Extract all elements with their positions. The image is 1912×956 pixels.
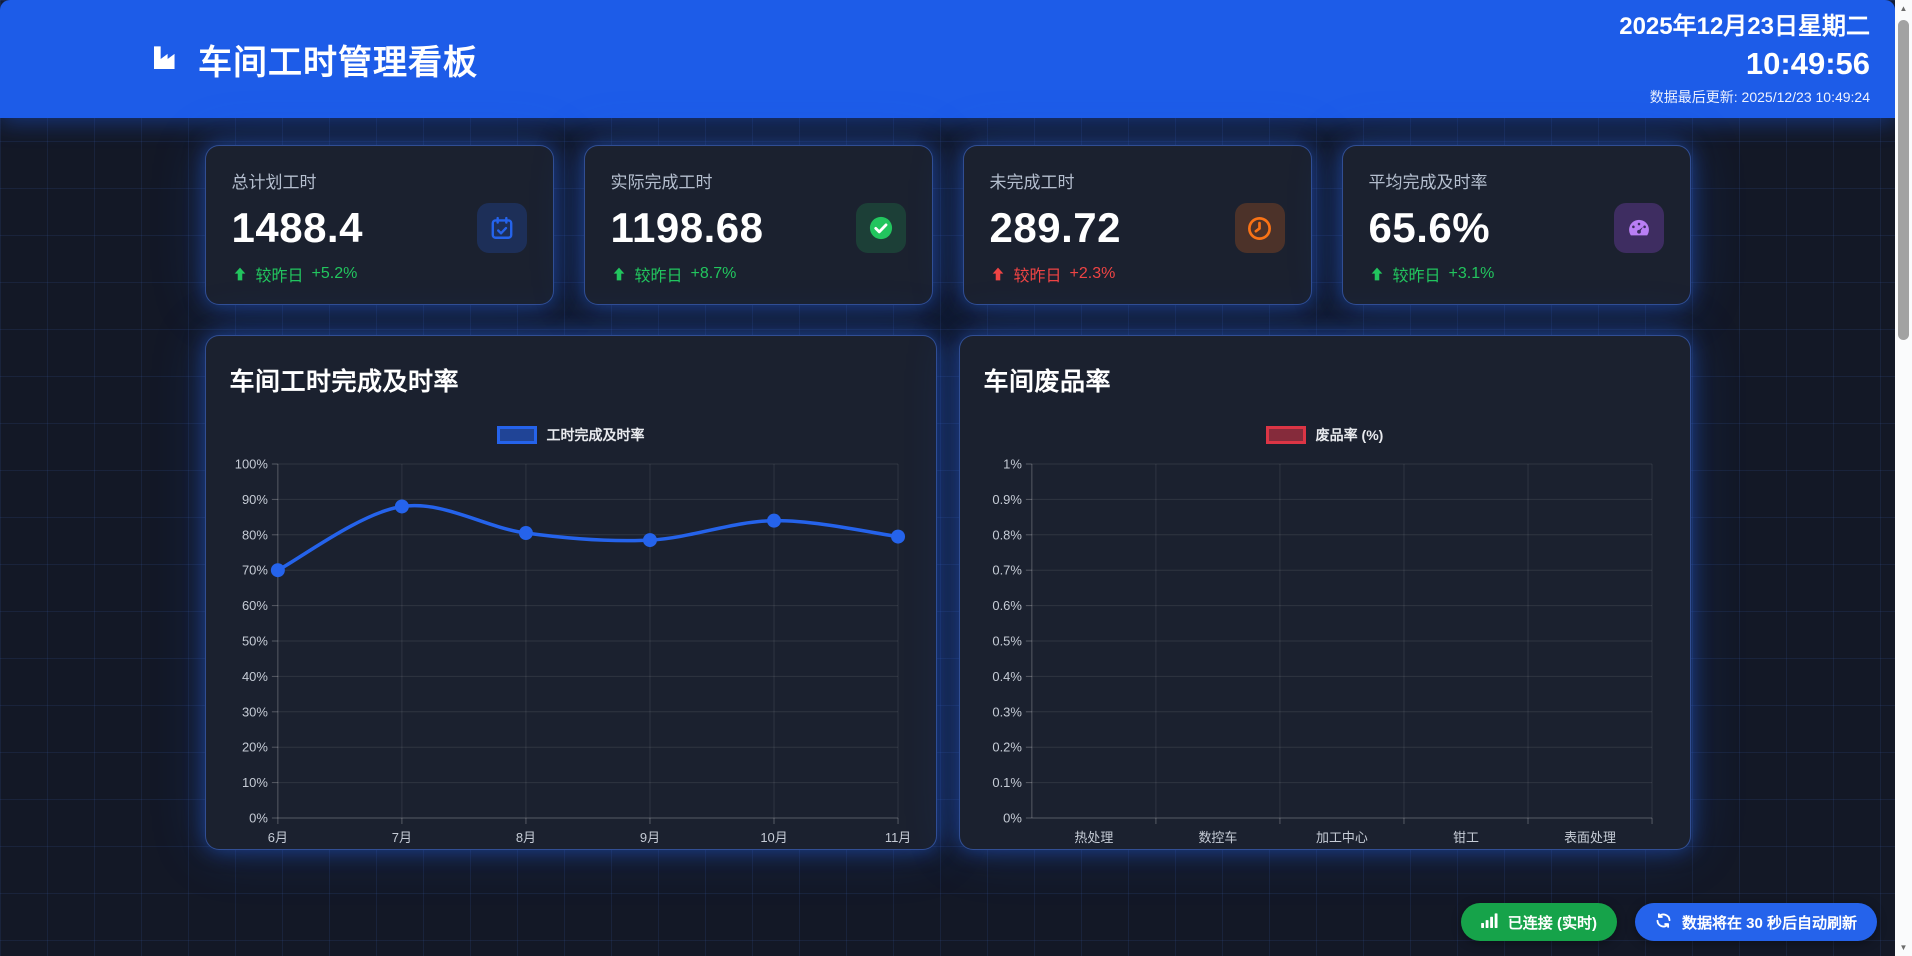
svg-text:8月: 8月 <box>515 830 535 845</box>
stat-value: 1488.4 <box>231 204 363 251</box>
svg-text:数控车: 数控车 <box>1198 830 1237 845</box>
scrap-rate-bar-chart[interactable]: 0% 0.1% 0.2% 0.3% 0.4% 0.5% 0.6% 0.7% 0.8% 0.9% 1%… <box>984 456 1666 854</box>
gauge-icon <box>1613 203 1664 253</box>
svg-text:60%: 60% <box>241 598 267 613</box>
connection-status-label: 已连接 (实时) <box>1507 914 1597 932</box>
arrow-up-icon <box>234 267 245 281</box>
svg-text:11月: 11月 <box>884 830 910 845</box>
svg-text:30%: 30% <box>241 704 267 719</box>
trend-label: 较昨日 <box>634 268 683 285</box>
auto-refresh-label: 数据将在 30 秒后自动刷新 <box>1681 914 1857 932</box>
scrap-rate-chart-card: 车间废品率 废品率 (%) 0% 0.1% 0.2% 0.3% 0.4% 0.5% 0.6%… <box>958 335 1691 850</box>
chart-title: 车间工时完成及时率 <box>229 368 460 396</box>
stat-label: 实际完成工时 <box>610 173 713 192</box>
stat-card-avg-ontime-rate: 平均完成及时率 65.6% 较昨日 <box>1341 145 1691 305</box>
svg-text:1%: 1% <box>1003 456 1022 471</box>
stat-trend: 较昨日 +3.1% <box>1369 262 1664 286</box>
svg-text:20%: 20% <box>241 740 267 755</box>
stat-value: 289.72 <box>989 204 1121 251</box>
svg-text:100%: 100% <box>234 456 268 471</box>
legend-label: 工时完成及时率 <box>546 427 645 443</box>
legend-item-ontime-rate[interactable]: 工时完成及时率 <box>230 424 912 446</box>
calendar-check-icon <box>476 203 527 253</box>
stat-label: 平均完成及时率 <box>1368 173 1488 192</box>
svg-text:0.8%: 0.8% <box>992 527 1022 542</box>
svg-text:0.6%: 0.6% <box>992 598 1022 613</box>
svg-text:0.1%: 0.1% <box>992 775 1022 790</box>
refresh-icon <box>1655 912 1672 933</box>
svg-text:50%: 50% <box>241 633 267 648</box>
ontime-rate-chart-card: 车间工时完成及时率 工时完成及时率 0% 10% 20% 30% 40% 50% 60% 70… <box>204 335 937 850</box>
legend-swatch <box>1265 426 1306 444</box>
svg-text:0.9%: 0.9% <box>992 492 1022 507</box>
svg-text:80%: 80% <box>241 527 267 542</box>
trend-label: 较昨日 <box>1392 268 1441 285</box>
svg-text:7月: 7月 <box>391 830 411 845</box>
stat-trend: 较昨日 +8.7% <box>611 262 906 286</box>
stat-trend: 较昨日 +2.3% <box>990 262 1285 286</box>
legend-label: 废品率 (%) <box>1315 427 1384 443</box>
svg-text:0.5%: 0.5% <box>992 633 1022 648</box>
auto-refresh-button[interactable]: 数据将在 30 秒后自动刷新 <box>1634 903 1877 941</box>
trend-value: +8.7% <box>690 265 737 282</box>
stat-label: 总计划工时 <box>231 173 317 192</box>
scrollbar-up-button[interactable]: ▲ <box>1895 0 1912 17</box>
scrollbar-down-button[interactable]: ▼ <box>1895 939 1912 956</box>
svg-text:0.3%: 0.3% <box>992 704 1022 719</box>
stat-value: 65.6% <box>1368 204 1491 251</box>
stat-cards-row: 总计划工时 1488.4 较昨日 +5.2% <box>204 145 1691 305</box>
stat-label: 未完成工时 <box>989 173 1075 192</box>
svg-text:0%: 0% <box>1003 810 1022 825</box>
arrow-up-icon <box>992 267 1003 281</box>
svg-text:0%: 0% <box>249 810 268 825</box>
trend-value: +5.2% <box>311 265 358 282</box>
trend-value: +2.3% <box>1069 265 1116 282</box>
charts-row: 车间工时完成及时率 工时完成及时率 0% 10% 20% 30% 40% 50% 60% 70… <box>204 335 1691 850</box>
trend-value: +3.1% <box>1448 265 1495 282</box>
arrow-up-icon <box>1371 267 1382 281</box>
stat-card-uncompleted-hours: 未完成工时 289.72 较昨日 +2.3% <box>962 145 1312 305</box>
svg-text:0.7%: 0.7% <box>992 563 1022 578</box>
svg-text:40%: 40% <box>241 669 267 684</box>
svg-text:0.4%: 0.4% <box>992 669 1022 684</box>
check-circle-icon <box>855 203 906 253</box>
connection-status-button[interactable]: 已连接 (实时) <box>1460 903 1617 941</box>
svg-text:热处理: 热处理 <box>1074 830 1113 845</box>
stat-trend: 较昨日 +5.2% <box>232 262 527 286</box>
svg-text:0.2%: 0.2% <box>992 740 1022 755</box>
trend-label: 较昨日 <box>1013 268 1062 285</box>
ontime-rate-line-chart[interactable]: 0% 10% 20% 30% 40% 50% 60% 70% 80% 90% 100% 6月 7月 8月 9… <box>230 456 912 854</box>
vertical-scrollbar[interactable]: ▲ ▼ <box>1895 0 1912 956</box>
svg-text:表面处理: 表面处理 <box>1564 830 1616 845</box>
svg-text:6月: 6月 <box>267 830 287 845</box>
stat-card-total-planned-hours: 总计划工时 1488.4 较昨日 +5.2% <box>204 145 554 305</box>
chart-title: 车间废品率 <box>983 368 1112 396</box>
arrow-up-icon <box>613 267 624 281</box>
svg-text:9月: 9月 <box>639 830 659 845</box>
signal-bars-icon <box>1480 912 1498 932</box>
stat-card-completed-hours: 实际完成工时 1198.68 较昨日 +8.7% <box>583 145 933 305</box>
svg-text:70%: 70% <box>241 563 267 578</box>
svg-text:90%: 90% <box>241 492 267 507</box>
scrollbar-thumb[interactable] <box>1898 20 1909 340</box>
legend-swatch <box>496 426 537 444</box>
header-date: 2025年12月23日星期二 <box>1619 12 1870 40</box>
stat-value: 1198.68 <box>610 204 764 251</box>
legend-item-scrap-rate[interactable]: 废品率 (%) <box>984 424 1666 446</box>
page-title: 车间工时管理看板 <box>198 43 478 82</box>
svg-text:加工中心: 加工中心 <box>1316 830 1368 845</box>
clock-icon <box>1234 203 1285 253</box>
svg-text:钳工: 钳工 <box>1453 830 1479 845</box>
svg-text:10%: 10% <box>241 775 267 790</box>
last-update-text: 数据最后更新: 2025/12/23 10:49:24 <box>1649 88 1870 105</box>
header-bar: 车间工时管理看板 2025年12月23日星期二 10:49:56 数据最后更新:… <box>0 0 1895 118</box>
svg-text:10月: 10月 <box>760 830 787 845</box>
trend-label: 较昨日 <box>255 268 304 285</box>
factory-icon <box>150 41 182 78</box>
header-clock: 10:49:56 <box>1745 45 1870 81</box>
